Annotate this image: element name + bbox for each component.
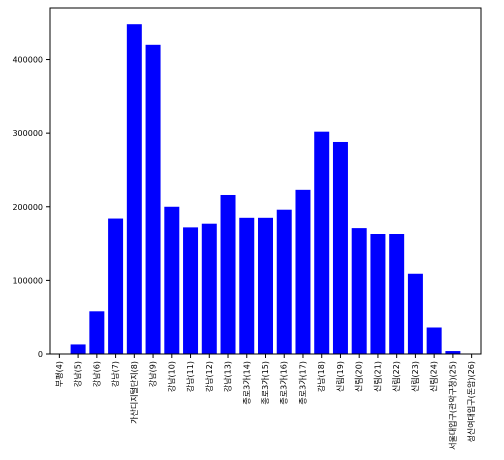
x-tick-label-3: 강남(7) (110, 361, 120, 387)
x-axis-ticks: 부평(4) 강남(5) 강남(6) 강남(7) 가산디지털단지(8) 강남(9) 강남(10… (54, 354, 476, 450)
x-tick-label-13: 종로3가(17) (298, 361, 307, 405)
bar-21 (445, 351, 461, 354)
bar-12 (276, 209, 292, 354)
y-tick-label-1: 100000 (12, 276, 43, 285)
x-tick-label-16: 신림(20) (354, 361, 364, 392)
x-tick-label-2: 강남(6) (91, 361, 101, 387)
bar-4 (126, 24, 142, 355)
y-tick-label-2: 200000 (12, 203, 43, 212)
y-tick-label-0: 0 (38, 350, 43, 359)
bar-19 (407, 273, 423, 354)
x-tick-label-19: 신림(23) (410, 361, 420, 392)
x-tick-label-12: 종로3가(16) (280, 361, 289, 405)
bar-7 (183, 227, 199, 354)
x-tick-label-1: 강남(5) (73, 361, 83, 387)
x-tick-label-20: 신림(24) (429, 361, 439, 392)
bar-11 (258, 217, 273, 354)
bar-9 (220, 194, 236, 354)
bar-17 (370, 234, 386, 354)
bar-8 (201, 223, 217, 354)
x-tick-label-0: 부평(4) (54, 361, 64, 387)
bar-1 (70, 344, 86, 354)
x-tick-label-7: 강남(11) (185, 361, 195, 392)
bar-3 (108, 218, 124, 354)
bar-5 (145, 44, 161, 355)
bar-14 (314, 131, 330, 354)
y-tick-label-4: 400000 (12, 56, 43, 65)
axes-frame (49, 7, 482, 355)
x-tick-label-9: 강남(13) (223, 361, 233, 392)
x-tick-label-4: 가산디지털단지(8) (129, 361, 139, 424)
x-tick-label-14: 강남(18) (316, 361, 326, 392)
x-tick-label-8: 강남(12) (204, 361, 214, 392)
y-axis-ticks: 0 100000 200000 300000 400000 (12, 56, 50, 359)
x-tick-label-5: 강남(9) (148, 361, 158, 387)
bar-18 (389, 234, 405, 354)
x-tick-label-10: 종로3가(14) (242, 361, 251, 405)
bar-6 (164, 206, 180, 354)
x-tick-label-15: 신림(19) (335, 361, 345, 392)
x-tick-label-17: 신림(21) (372, 361, 382, 392)
y-tick-label-3: 300000 (12, 129, 43, 138)
x-tick-label-18: 신림(22) (391, 361, 401, 392)
plot-area: 0 100000 200000 300000 400000 부평(4) 강남(5) 강남(6… (12, 7, 482, 450)
x-tick-label-11: 종로3가(15) (261, 361, 270, 405)
x-tick-label-22: 성신여대입구(돈암)(26) (466, 361, 476, 443)
x-tick-label-6: 강남(10) (166, 361, 176, 392)
bars-group (70, 24, 461, 355)
bar-10 (239, 217, 255, 354)
x-tick-label-21: 서울대입구(관악구청)(25) (447, 361, 457, 450)
bar-15 (332, 141, 348, 354)
bar-13 (295, 189, 311, 354)
bar-20 (426, 327, 442, 354)
bar-16 (351, 228, 367, 354)
bar-2 (89, 311, 105, 354)
